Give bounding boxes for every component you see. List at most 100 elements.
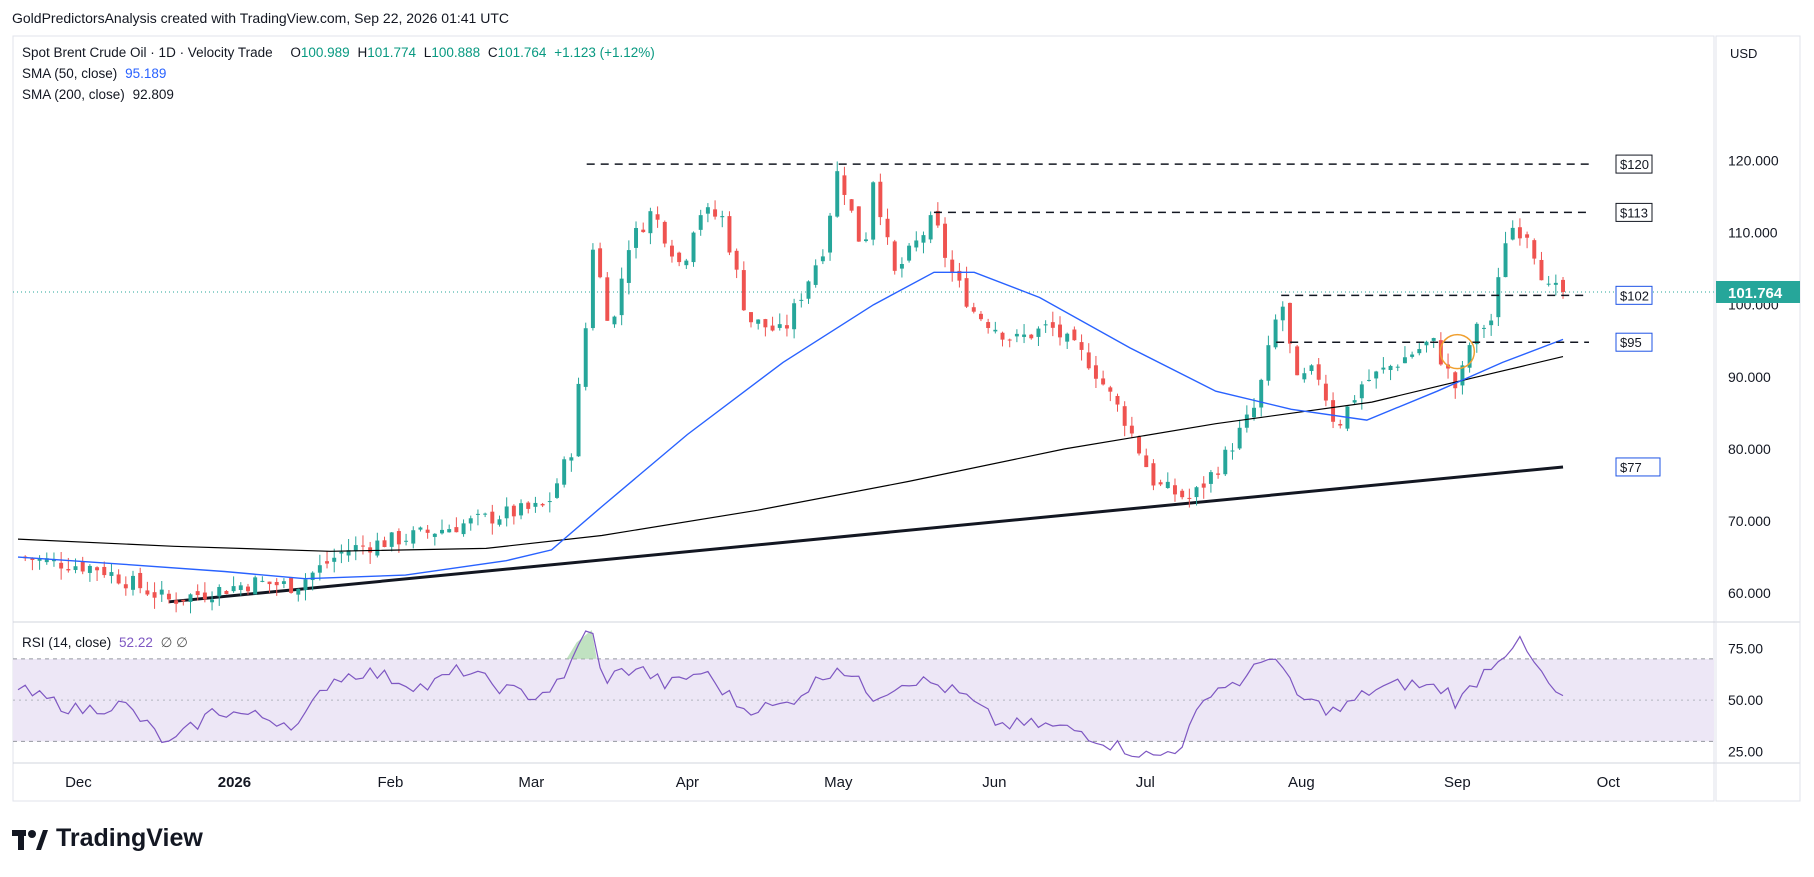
low-value: 100.888 <box>431 45 481 60</box>
candle-body <box>274 581 279 586</box>
time-tick-label: Dec <box>65 774 92 791</box>
candle-body <box>691 232 696 263</box>
price-level-label: $77 <box>1615 457 1661 477</box>
candle-body <box>792 303 797 330</box>
candle-body <box>1359 384 1364 399</box>
time-tick-label: Aug <box>1288 774 1315 791</box>
price-level-box <box>1615 457 1661 477</box>
candle-body <box>1539 259 1544 281</box>
price-level-text: $77 <box>1620 460 1642 475</box>
candle-body <box>1553 282 1558 285</box>
sma50-line <box>17 271 1564 580</box>
candle-body <box>425 529 430 533</box>
candle-body <box>1230 450 1235 452</box>
candle-body <box>864 239 868 242</box>
rsi-extra: ∅ ∅ <box>160 635 188 650</box>
candle-body <box>1151 463 1156 486</box>
candle-body <box>1381 367 1386 370</box>
candle-body <box>993 329 998 332</box>
candle-body <box>468 518 473 524</box>
candle-body <box>749 312 753 323</box>
currency-label[interactable]: USD <box>1730 46 1758 61</box>
candle-body <box>1367 379 1371 381</box>
rsi-tick-label: 25.00 <box>1728 744 1763 760</box>
candle-body <box>217 587 222 597</box>
candle-body <box>684 260 689 266</box>
candle-body <box>1223 449 1228 475</box>
candle-body <box>928 215 933 240</box>
price-tick-label: 80.000 <box>1728 441 1771 457</box>
candle-body <box>583 328 588 387</box>
candle-body <box>1302 373 1307 380</box>
candle-body <box>720 216 725 218</box>
candle-body <box>569 457 574 461</box>
candle-body <box>30 558 35 561</box>
open-value: 100.989 <box>300 45 350 60</box>
price-level-label: $95 <box>1615 332 1653 352</box>
candle-body <box>1280 306 1285 321</box>
candle-body <box>641 229 646 233</box>
candle-body <box>174 600 179 604</box>
candle-body <box>353 545 358 552</box>
candle-body <box>116 574 121 584</box>
candle-body <box>935 210 940 226</box>
candle-body <box>303 579 308 590</box>
candle-body <box>238 585 243 590</box>
candle-body <box>1295 346 1300 376</box>
candle-body <box>878 181 883 218</box>
rsi-line <box>17 630 1564 758</box>
candle-body <box>1395 366 1400 368</box>
candle-body <box>1115 395 1120 405</box>
candle-body <box>547 501 552 503</box>
candle-body <box>1532 240 1537 259</box>
price-level-label: $120 <box>1615 154 1653 174</box>
candle-body <box>598 248 603 278</box>
candle-body <box>741 270 746 311</box>
candle-body <box>440 529 444 534</box>
candle-body <box>1158 482 1163 485</box>
sma200-line <box>17 356 1564 552</box>
candle-body <box>971 307 976 312</box>
candle-body <box>332 557 337 562</box>
candle-body <box>260 580 265 582</box>
candle-body <box>669 245 674 257</box>
candle-body <box>411 530 416 544</box>
attribution-text: GoldPredictorsAnalysis created with Trad… <box>12 10 509 26</box>
symbol-name: Spot Brent Crude Oil · 1D · Velocity Tra… <box>22 45 273 60</box>
candle-body <box>1036 328 1041 337</box>
price-tick-label: 120.000 <box>1728 152 1779 168</box>
high-value: 101.774 <box>367 45 417 60</box>
candle-body <box>87 565 92 573</box>
candle-body <box>123 584 128 589</box>
time-tick-label: May <box>824 774 853 791</box>
candle-body <box>1352 400 1357 403</box>
candle-body <box>296 588 301 595</box>
candle-body <box>1129 425 1134 434</box>
sma200-legend: SMA (200, close) 92.809 <box>22 87 174 102</box>
candle-body <box>799 299 804 301</box>
candle-body <box>634 228 639 248</box>
candle-body <box>1029 334 1034 339</box>
candle-body <box>1072 329 1077 341</box>
candle-body <box>1316 364 1321 380</box>
candle-body <box>145 590 150 595</box>
candle-body <box>648 211 653 234</box>
candle-body <box>526 502 531 509</box>
candle-body <box>914 240 919 248</box>
candle-body <box>1108 387 1113 392</box>
candle-body <box>1467 345 1472 368</box>
candle-body <box>339 551 344 554</box>
candle-body <box>705 207 710 214</box>
low-label: L <box>423 45 432 60</box>
candle-body <box>1173 485 1177 495</box>
axis-frame <box>1715 35 1801 802</box>
candle-body <box>202 592 207 600</box>
sma50-value: 95.189 <box>125 66 167 81</box>
candle-body <box>1546 283 1551 285</box>
candle-body <box>605 277 610 321</box>
tradingview-logo-icon <box>12 829 48 850</box>
candle-body <box>1517 227 1522 239</box>
close-value: 101.764 <box>497 45 547 60</box>
candle-body <box>152 592 157 598</box>
